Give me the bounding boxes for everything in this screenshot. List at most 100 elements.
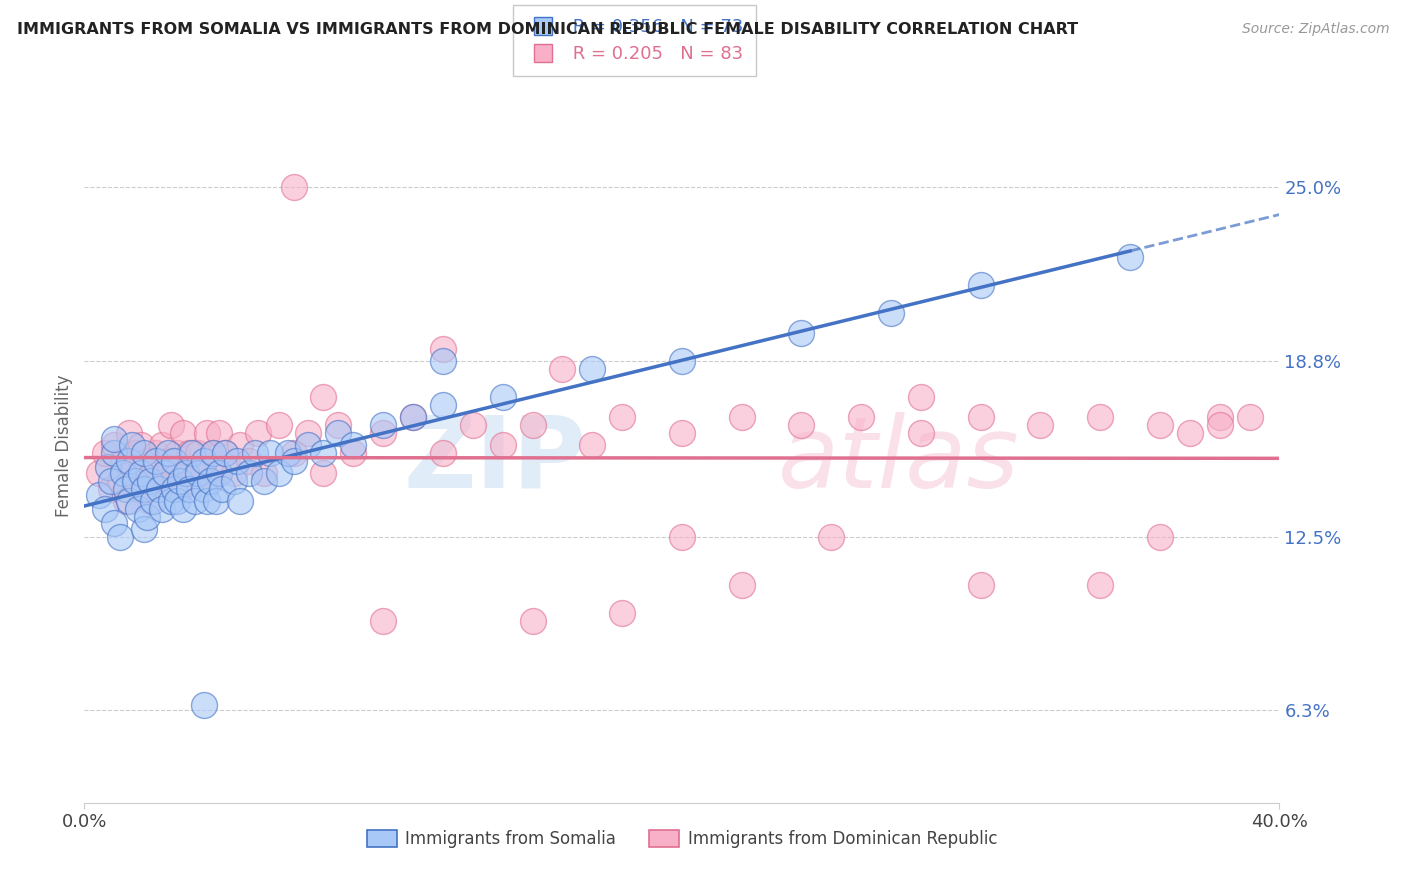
Point bbox=[1239, 409, 1261, 424]
Point bbox=[328, 426, 350, 441]
Point bbox=[283, 180, 305, 194]
Point bbox=[145, 446, 167, 460]
Point bbox=[277, 446, 299, 460]
Point bbox=[225, 454, 247, 468]
Point bbox=[121, 466, 143, 480]
Point bbox=[1090, 409, 1112, 424]
Point bbox=[193, 698, 215, 712]
Point bbox=[731, 577, 754, 591]
Point bbox=[127, 483, 149, 497]
Text: ZIP: ZIP bbox=[404, 412, 586, 508]
Point bbox=[970, 409, 993, 424]
Point bbox=[136, 510, 159, 524]
Point bbox=[342, 437, 364, 451]
Point bbox=[612, 409, 634, 424]
Point bbox=[177, 446, 200, 460]
Point bbox=[110, 530, 132, 544]
Point bbox=[283, 446, 305, 460]
Point bbox=[193, 483, 215, 497]
Point bbox=[132, 522, 156, 536]
Point bbox=[283, 454, 305, 468]
Point bbox=[880, 306, 903, 320]
Point bbox=[312, 446, 335, 460]
Point bbox=[110, 474, 132, 488]
Point bbox=[228, 437, 252, 451]
Point bbox=[112, 466, 135, 480]
Point bbox=[169, 483, 191, 497]
Text: Source: ZipAtlas.com: Source: ZipAtlas.com bbox=[1241, 22, 1389, 37]
Point bbox=[103, 446, 125, 460]
Point bbox=[1090, 577, 1112, 591]
Point bbox=[612, 606, 634, 620]
Point bbox=[136, 454, 159, 468]
Point bbox=[222, 474, 245, 488]
Point bbox=[118, 454, 141, 468]
Point bbox=[112, 454, 135, 468]
Point bbox=[222, 466, 245, 480]
Point bbox=[172, 426, 194, 441]
Point bbox=[97, 460, 120, 475]
Point bbox=[103, 437, 125, 451]
Point bbox=[1149, 530, 1171, 544]
Point bbox=[181, 474, 204, 488]
Point bbox=[214, 446, 236, 460]
Point bbox=[115, 483, 138, 497]
Point bbox=[148, 483, 170, 497]
Point bbox=[153, 474, 176, 488]
Point bbox=[142, 493, 165, 508]
Point bbox=[1119, 250, 1142, 264]
Point bbox=[100, 483, 122, 497]
Point bbox=[195, 426, 218, 441]
Point bbox=[342, 446, 364, 460]
Point bbox=[198, 474, 221, 488]
Point bbox=[127, 502, 149, 516]
Point bbox=[139, 493, 162, 508]
Point bbox=[402, 409, 425, 424]
Point bbox=[145, 454, 167, 468]
Point bbox=[820, 530, 842, 544]
Point bbox=[432, 446, 454, 460]
Point bbox=[153, 466, 176, 480]
Point bbox=[132, 483, 156, 497]
Point bbox=[214, 446, 236, 460]
Point bbox=[970, 278, 993, 293]
Point bbox=[160, 493, 183, 508]
Point bbox=[1209, 417, 1232, 432]
Point bbox=[671, 426, 693, 441]
Point bbox=[121, 437, 143, 451]
Point bbox=[166, 493, 188, 508]
Point bbox=[142, 466, 165, 480]
Point bbox=[174, 466, 197, 480]
Point bbox=[177, 483, 200, 497]
Point bbox=[373, 614, 395, 628]
Point bbox=[201, 446, 224, 460]
Point bbox=[94, 502, 117, 516]
Point bbox=[1209, 409, 1232, 424]
Point bbox=[492, 437, 515, 451]
Point bbox=[238, 466, 260, 480]
Point bbox=[129, 466, 152, 480]
Legend: Immigrants from Somalia, Immigrants from Dominican Republic: Immigrants from Somalia, Immigrants from… bbox=[360, 823, 1004, 855]
Point bbox=[89, 466, 111, 480]
Point bbox=[187, 466, 209, 480]
Point bbox=[157, 446, 180, 460]
Point bbox=[208, 426, 231, 441]
Point bbox=[328, 417, 350, 432]
Point bbox=[373, 426, 395, 441]
Point bbox=[581, 362, 603, 376]
Point bbox=[1178, 426, 1201, 441]
Point bbox=[246, 426, 269, 441]
Point bbox=[195, 493, 218, 508]
Point bbox=[193, 466, 215, 480]
Point bbox=[253, 466, 276, 480]
Y-axis label: Female Disability: Female Disability bbox=[55, 375, 73, 517]
Point bbox=[132, 474, 156, 488]
Point bbox=[169, 474, 191, 488]
Point bbox=[100, 474, 122, 488]
Point bbox=[267, 417, 290, 432]
Point bbox=[103, 432, 125, 446]
Point bbox=[297, 437, 319, 451]
Point bbox=[187, 446, 209, 460]
Point bbox=[373, 417, 395, 432]
Point bbox=[150, 437, 173, 451]
